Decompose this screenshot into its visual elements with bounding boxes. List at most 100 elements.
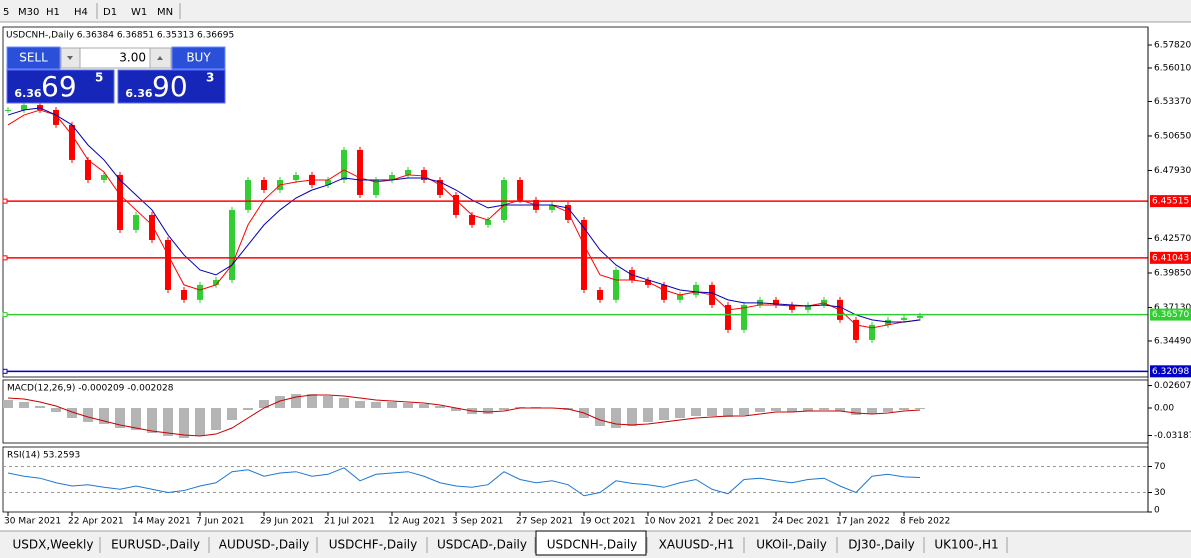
x-tick-label: 19 Oct 2021 [580,517,636,527]
timeframe-button[interactable]: M30 [16,2,44,20]
candle-body [549,204,555,210]
sell-button[interactable] [6,46,61,70]
chart-tab-label[interactable]: USDCAD-,Daily [437,538,527,552]
timeframe-label[interactable]: M30 [18,7,39,18]
macd-bar [275,396,285,409]
chart-tab-bg[interactable] [838,534,923,554]
level-price-tag [1150,308,1191,321]
moving-average [7,107,921,323]
chart-tab-bg[interactable] [210,534,316,554]
chart-tab[interactable]: EURUSD-,Daily [101,534,210,554]
chart-tab-bg[interactable] [745,534,836,554]
x-tick-label: 29 Jun 2021 [260,517,314,527]
chart-tab-label[interactable]: UK100-,H1 [934,538,998,552]
timeframe-button-bg[interactable] [1,2,15,20]
candle-body [213,279,219,285]
chart-tab-bg[interactable] [101,534,208,554]
chart-tab-label[interactable]: DJ30-,Daily [848,538,915,552]
candle-body [901,317,907,320]
chart-tab-bg[interactable] [535,530,647,556]
timeframe-button-bg[interactable] [44,2,68,20]
x-tick-label: 21 Jul 2021 [324,517,375,527]
macd-bar [99,408,109,425]
chart-tab-label[interactable]: EURUSD-,Daily [111,538,200,552]
timeframe-button-bg[interactable] [155,2,181,20]
timeframe-button[interactable]: D1 [101,2,125,20]
y-tick-label: 0 [1154,506,1160,516]
chart-tab[interactable]: USDCHF-,Daily [318,534,428,554]
chart-tab-label[interactable]: USDCHF-,Daily [329,538,417,552]
level-handle [2,368,8,374]
chart-tab-bg[interactable] [428,534,534,554]
candle-body [805,304,811,310]
chart-tab[interactable]: USDCAD-,Daily [428,534,536,554]
timeframe-button-bg[interactable] [101,2,125,20]
bid-price-pips[interactable]: 69 [41,70,77,103]
candle-body [405,169,411,175]
buy-button-label[interactable]: BUY [186,51,211,65]
chart-tab-label[interactable]: UKOil-,Daily [756,538,827,552]
chart-tab[interactable]: USDCNH-,Daily [535,530,648,556]
timeframe-button-bg[interactable] [72,2,96,20]
rsi-panel [2,446,1149,513]
chart-tab[interactable]: XAUUSD-,H1 [648,534,745,554]
y-tick-label: 6.39850 [1154,268,1191,278]
chart-tab[interactable]: AUDUSD-,Daily [210,534,318,554]
macd-bar [835,408,845,412]
chart-tab[interactable]: DJ30-,Daily [838,534,925,554]
level-price-tag [1150,251,1191,264]
candle-body [757,299,763,305]
buy-button[interactable] [171,46,226,70]
macd-bar [291,394,301,409]
level-price-label: 6.32098 [1152,367,1189,377]
chart-tab-label[interactable]: XAUUSD-,H1 [659,538,735,552]
macd-bar [35,406,45,409]
x-tick-label: 30 Mar 2021 [4,517,61,527]
bid-price-box[interactable] [6,69,115,104]
ask-price-big[interactable]: 6.36 [125,87,152,100]
timeframe-label[interactable]: H4 [74,7,88,18]
timeframe-button[interactable]: W1 [129,2,155,20]
macd-bar [51,408,61,412]
timeframe-label[interactable]: W1 [131,7,147,18]
chart-tab-label[interactable]: USDCNH-,Daily [547,538,638,552]
chart-tab-bg[interactable] [5,534,99,554]
timeframe-button[interactable]: 5 [1,2,15,20]
sell-button-label[interactable]: SELL [19,51,48,65]
chart-tab-bg[interactable] [318,534,426,554]
macd-bar [915,408,925,410]
timeframe-label[interactable]: 5 [3,7,9,18]
bid-price-big[interactable]: 6.36 [14,87,41,100]
chart-tab-bg[interactable] [925,534,1006,554]
candle-body [53,109,59,125]
candle-body [581,219,587,290]
macd-bar [147,408,157,434]
macd-bar [739,408,749,415]
chart-tab[interactable]: UK100-,H1 [925,534,1008,554]
ask-price-pips[interactable]: 90 [152,70,188,103]
macd-bar [723,408,733,417]
timeframe-label[interactable]: H1 [46,7,60,18]
candle-body [917,315,923,318]
volume-value[interactable]: 3.00 [119,51,146,65]
ask-price-box[interactable] [117,69,226,104]
timeframe-button-bg[interactable] [16,2,44,20]
bid-price-fraction[interactable]: 5 [95,71,103,85]
ask-price-fraction[interactable]: 3 [206,71,214,85]
chart-tab-label[interactable]: AUDUSD-,Daily [219,538,309,552]
timeframe-button-bg[interactable] [129,2,155,20]
chart-tab-label[interactable]: USDX,Weekly [13,538,94,552]
timeframe-button[interactable]: MN [155,2,181,20]
timeframe-label[interactable]: D1 [103,7,117,18]
chart-tab-bg[interactable] [648,534,743,554]
candle-body [389,174,395,180]
y-tick-label: 6.37130 [1154,303,1191,313]
candle-body [613,269,619,300]
chart-tab[interactable]: UKOil-,Daily [745,534,838,554]
candle-body [373,179,379,195]
y-tick-label: 70 [1154,462,1166,472]
timeframe-label[interactable]: MN [157,7,173,18]
timeframe-button[interactable]: H1 [44,2,68,20]
timeframe-button[interactable]: H4 [72,2,96,20]
chart-tab[interactable]: USDX,Weekly [5,534,101,554]
